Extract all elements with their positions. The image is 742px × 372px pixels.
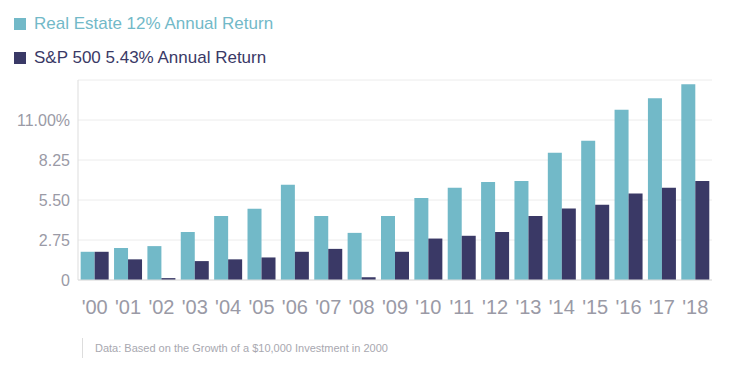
svg-text:8.25: 8.25 [39, 152, 70, 169]
svg-text:'09: '09 [382, 296, 408, 318]
svg-text:'11: '11 [449, 296, 474, 318]
svg-text:11.00%: 11.00% [17, 112, 70, 129]
svg-text:0: 0 [61, 272, 70, 289]
svg-text:'07: '07 [315, 296, 341, 318]
html-text:S&P 500 5.43% Annual Return: S&P 500 5.43% Annual Return [34, 48, 267, 67]
svg-text:'04: '04 [215, 296, 241, 318]
svg-text:'10: '10 [415, 296, 441, 318]
html-text:Data: Based on the Growth of a: Data: Based on the Growth of a $10,000 I… [95, 342, 388, 354]
svg-text:'08: '08 [349, 296, 375, 318]
svg-text:2.75: 2.75 [39, 232, 70, 249]
svg-text:'16: '16 [616, 296, 642, 318]
svg-text:5.50: 5.50 [39, 192, 70, 209]
svg-text:'05: '05 [248, 296, 274, 318]
svg-text:'17: '17 [649, 296, 675, 318]
html-text:Real Estate 12% Annual Return: Real Estate 12% Annual Return [34, 14, 274, 33]
svg-text:'13: '13 [515, 296, 541, 318]
svg-text:'15: '15 [582, 296, 608, 318]
svg-text:'14: '14 [549, 296, 575, 318]
svg-text:'18: '18 [682, 296, 708, 318]
svg-text:'02: '02 [148, 296, 174, 318]
svg-text:'03: '03 [182, 296, 208, 318]
svg-text:'06: '06 [282, 296, 308, 318]
svg-text:'01: '01 [115, 296, 141, 318]
svg-text:'12: '12 [482, 296, 508, 318]
svg-text:'00: '00 [82, 296, 108, 318]
